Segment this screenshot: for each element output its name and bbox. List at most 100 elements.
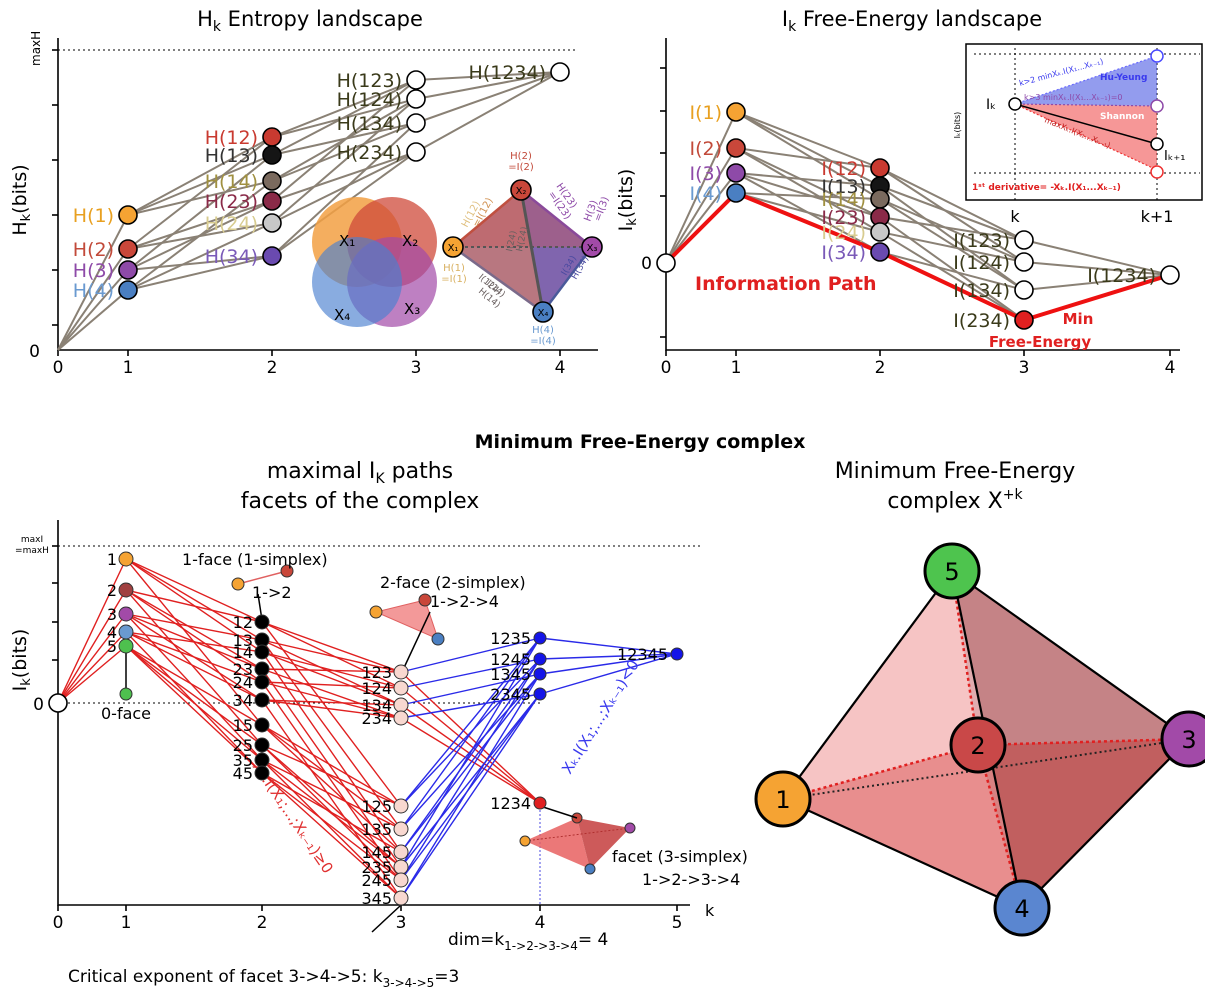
panelA-edge bbox=[57, 214, 129, 351]
panelB-label-i-23: I(23) bbox=[821, 207, 866, 229]
panelC-edge-red bbox=[261, 724, 402, 807]
panelC-edge-blue bbox=[400, 673, 541, 853]
panelC-label-25: 25 bbox=[233, 736, 253, 755]
panelC-edge-blue bbox=[400, 673, 541, 899]
panelB-label-i-14: I(14) bbox=[821, 189, 866, 211]
panelC-node-origin bbox=[48, 693, 68, 713]
tetra-label-i3: =I(3) bbox=[592, 195, 611, 223]
panelA-ymax-label: maxH bbox=[29, 31, 43, 66]
panelA-node-h-3 bbox=[118, 260, 138, 280]
panelC-xtick-4: 4 bbox=[535, 913, 546, 933]
panelA-edge bbox=[127, 136, 273, 250]
panelC-node-12345 bbox=[670, 647, 684, 661]
panelA-xtick-3: 3 bbox=[411, 358, 422, 378]
panelA-xtick-2: 2 bbox=[267, 358, 278, 378]
panelA-xticks: 0 1 2 3 4 bbox=[53, 350, 565, 378]
panelB-nodes: I(1) I(2) I(3)I(4) I(12)I(13)I(14)I(23)I(24… bbox=[656, 102, 1180, 332]
panelC-label-1235: 1235 bbox=[490, 629, 531, 648]
panelB-edge bbox=[735, 147, 881, 233]
panelA-label-h-1234: H(1234) bbox=[469, 62, 546, 84]
complex-label-2: 2 bbox=[970, 732, 985, 760]
panelC-edge-red bbox=[261, 759, 402, 830]
panelC-edge-red bbox=[261, 744, 402, 807]
panelC-edge-red bbox=[400, 671, 541, 804]
panelC-edge-red bbox=[261, 772, 402, 899]
tetra-node-x2 bbox=[510, 179, 532, 201]
panelC-edge-red bbox=[261, 668, 402, 719]
panelB-node-i-3 bbox=[726, 163, 746, 183]
panelC-node-235 bbox=[393, 859, 409, 875]
panelA-xtick-0: 0 bbox=[53, 358, 64, 378]
panelA-y0-label: 0 bbox=[29, 342, 40, 362]
facet-icon bbox=[519, 812, 636, 875]
panelC-edge-red bbox=[261, 699, 402, 706]
panelC-edge-red bbox=[125, 589, 263, 670]
panelC-node-2345 bbox=[533, 687, 547, 701]
tetra-label-i2: =I(2) bbox=[508, 162, 534, 173]
panelA-edge bbox=[271, 122, 417, 257]
tetra-label-i1: =I(1) bbox=[441, 274, 467, 285]
panelC-node-2 bbox=[118, 582, 134, 598]
panelC-edge-blue bbox=[400, 637, 541, 868]
inset-k1: k+1 bbox=[1141, 207, 1174, 226]
panelC-edge-blue bbox=[400, 693, 541, 899]
tetra-label-h2: H(2) bbox=[510, 151, 532, 162]
complex-face-bottom bbox=[783, 745, 1022, 908]
panelA-edge bbox=[127, 180, 273, 216]
panelC-edge-blue bbox=[400, 658, 541, 689]
panelB-edge bbox=[735, 147, 881, 218]
panelA-xtick-1: 1 bbox=[123, 358, 134, 378]
panelA-edge bbox=[127, 154, 273, 216]
panelC-xtick-2: 2 bbox=[257, 913, 268, 933]
panelC-ymax-label1: maxI bbox=[21, 535, 43, 545]
panelA-title: Hk Entropy landscape bbox=[197, 7, 423, 35]
panelC-node-3 bbox=[118, 606, 134, 622]
panelB-edge bbox=[879, 251, 1025, 291]
panelB-ylabel: Ik(bits) bbox=[615, 169, 640, 232]
face1-path: 1->2 bbox=[252, 583, 292, 602]
panelA-node-h-34 bbox=[262, 246, 282, 266]
panelC-node-345 bbox=[393, 890, 409, 906]
panelB-edge bbox=[735, 147, 881, 169]
complex-node-3 bbox=[1160, 710, 1205, 768]
panelC-node-1345 bbox=[533, 667, 547, 681]
panelA-node-h-123 bbox=[406, 70, 426, 90]
panelA-edge bbox=[271, 151, 417, 224]
panelA-label-h-134: H(134) bbox=[337, 113, 402, 135]
panelA-node-h-24 bbox=[262, 213, 282, 233]
panelC-edge-red bbox=[400, 687, 541, 804]
panelC-xtick-0: 0 bbox=[53, 913, 64, 933]
panelC-label-1345: 1345 bbox=[490, 665, 531, 684]
panelB-node-i-124 bbox=[1014, 252, 1034, 272]
panelC-node-1245 bbox=[533, 652, 547, 666]
panelA-yticks bbox=[52, 49, 58, 326]
panelC-edge-red bbox=[261, 621, 402, 807]
panelB-edge bbox=[735, 192, 881, 200]
panelA-edge bbox=[415, 71, 561, 124]
panelC-edge-red bbox=[261, 651, 402, 853]
panelA-node-h-23 bbox=[262, 191, 282, 211]
panelA-label-h-234: H(234) bbox=[337, 142, 402, 164]
panelC-node-35 bbox=[254, 752, 270, 768]
inset-ylabel: Iₖ(bits) bbox=[953, 112, 962, 139]
panelA-edge bbox=[271, 79, 417, 156]
panelC-node-245 bbox=[393, 872, 409, 888]
panelB-edge bbox=[879, 216, 1025, 321]
panelC-edge-blue bbox=[539, 637, 678, 655]
panelC-edge-red bbox=[400, 717, 541, 804]
panelA-edge bbox=[415, 71, 561, 100]
panelC-edge-blue bbox=[400, 658, 541, 853]
panelC-label-15: 15 bbox=[233, 716, 253, 735]
panelC-edge-blue bbox=[539, 653, 678, 675]
panel-free-energy-landscape: Ik Free-Energy landscape Ik(bits) 0 0 1 2 3… bbox=[615, 7, 1203, 378]
panelA-node-h-234 bbox=[406, 142, 426, 162]
panelA-label-h-34: H(34) bbox=[205, 246, 258, 268]
panelC-label-2: 2 bbox=[107, 581, 117, 600]
panelB-label-i-4: I(4) bbox=[689, 183, 722, 205]
panelC-label-12345: 12345 bbox=[617, 645, 668, 664]
panelB-xtick-1: 1 bbox=[731, 358, 742, 378]
panelA-edge bbox=[57, 248, 129, 351]
panelA-nodes: H(1)H(2)H(3)H(4)H(12)H(13)H(14)H(23)H(24… bbox=[73, 62, 570, 302]
panelB-y0-label: 0 bbox=[641, 254, 652, 274]
panelA-edge bbox=[127, 180, 273, 291]
